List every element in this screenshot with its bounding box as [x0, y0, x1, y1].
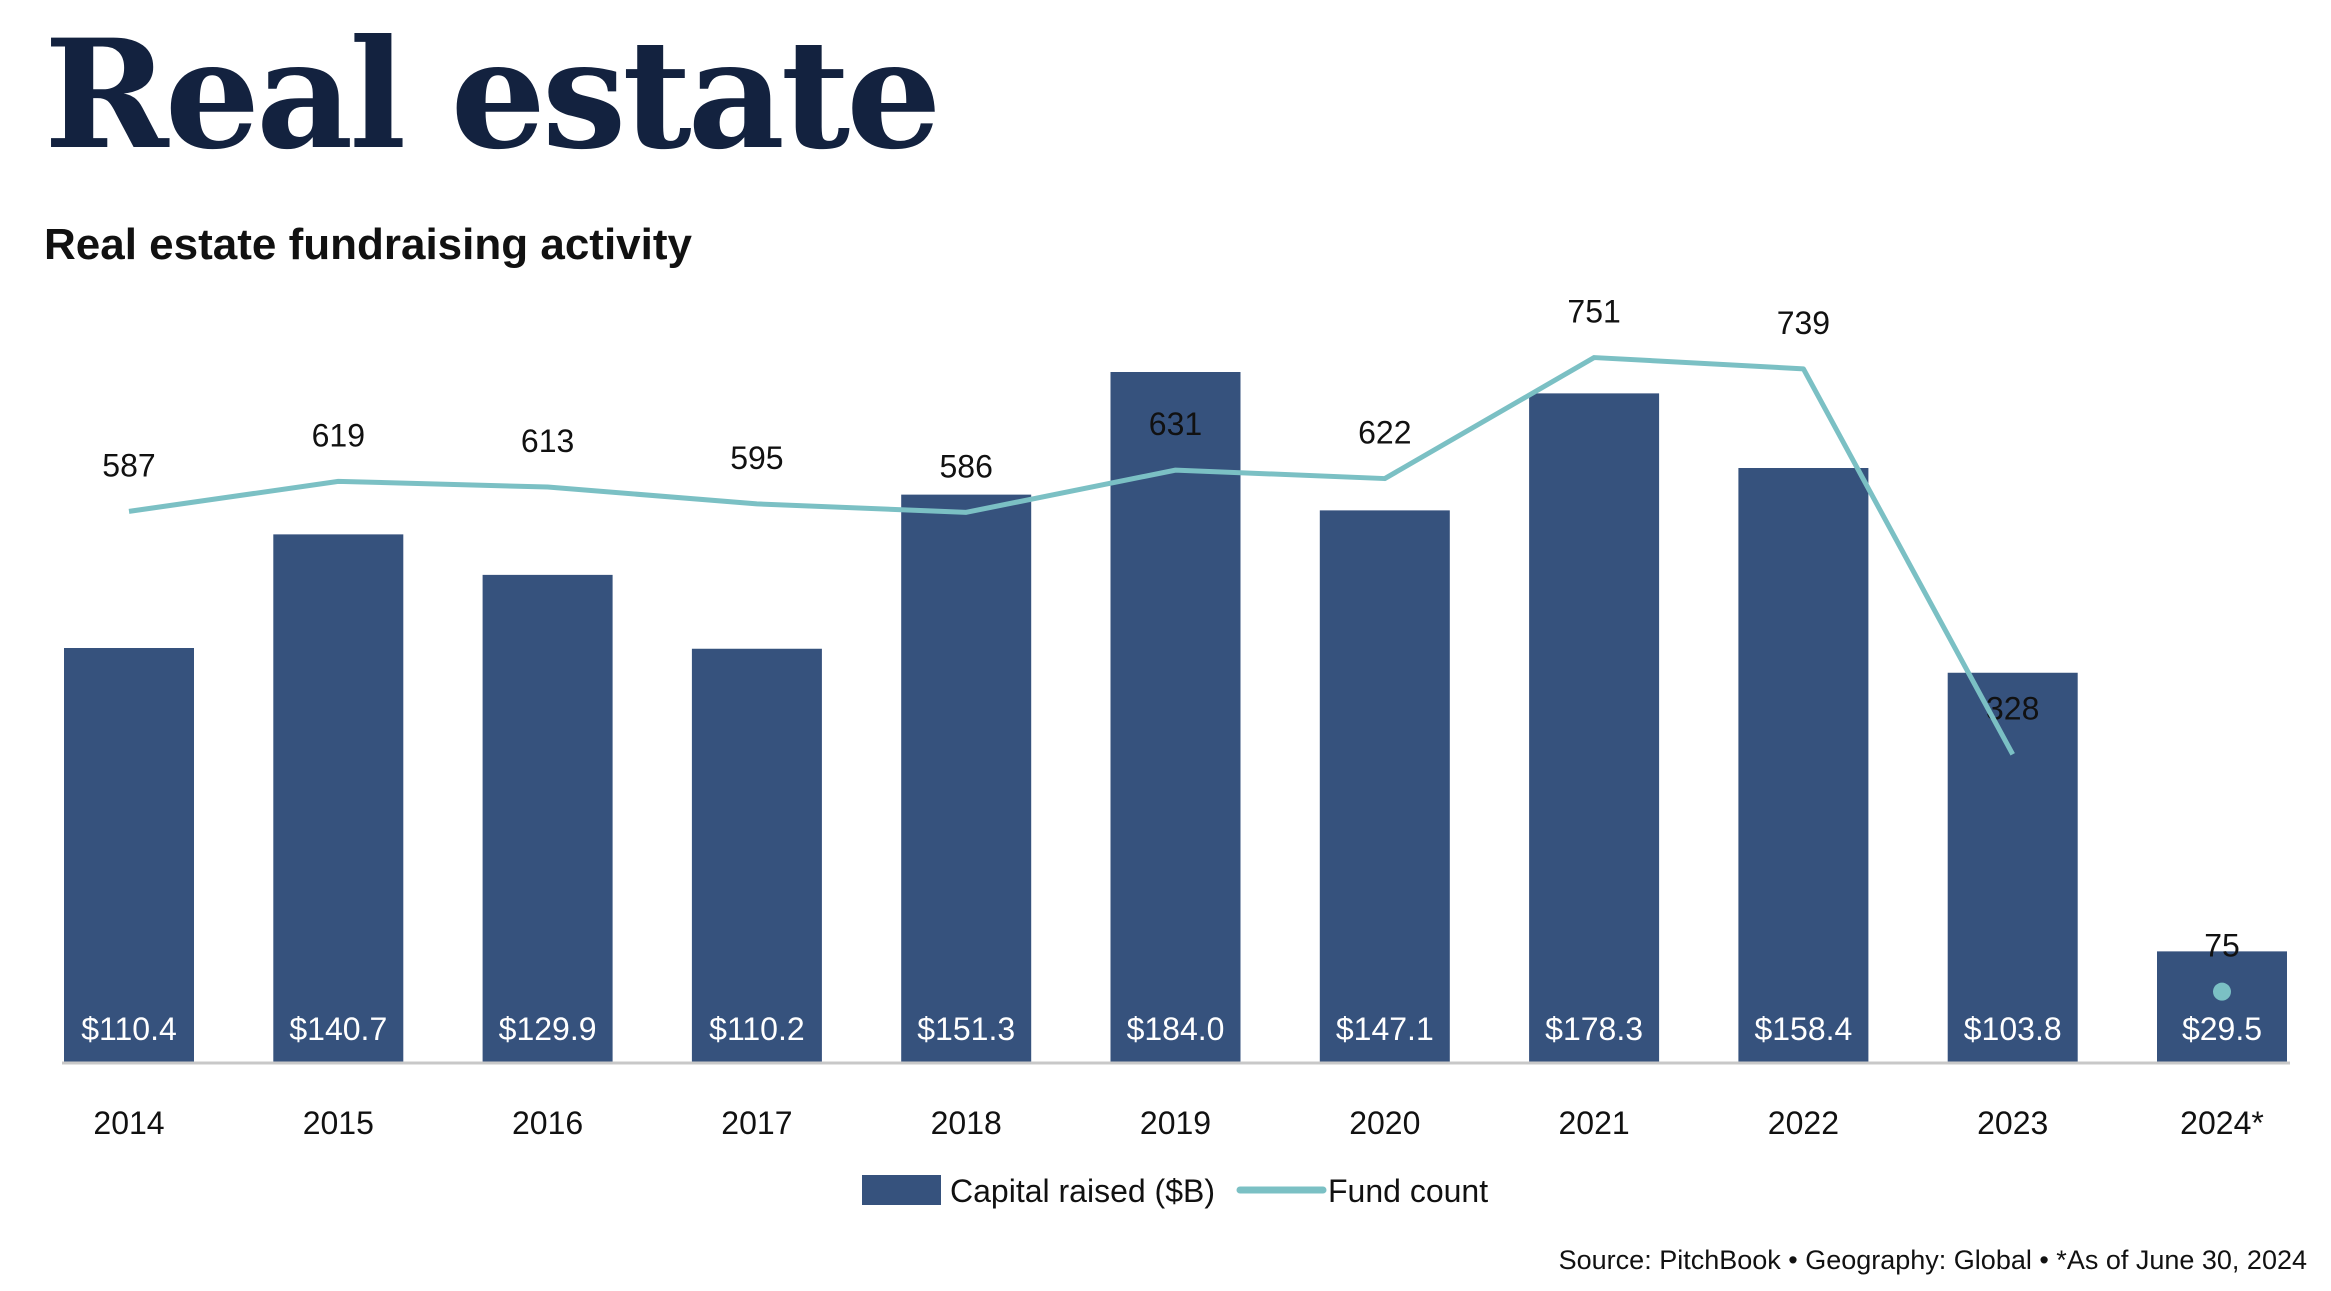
x-tick-label: 2017	[721, 1105, 792, 1141]
x-tick-label: 2024*	[2180, 1105, 2264, 1141]
bar-2018	[901, 494, 1032, 1062]
bar-2022	[1738, 468, 1869, 1062]
fund-count-line	[128, 355, 2015, 756]
bar-label: $110.4	[81, 1011, 177, 1047]
line-label: 619	[312, 417, 365, 453]
line-label: 739	[1777, 305, 1830, 341]
x-tick-label: 2014	[93, 1105, 164, 1141]
legend-bar-label: Capital raised ($B)	[950, 1173, 1215, 1209]
legend-bar-swatch	[862, 1175, 941, 1205]
bar-2021	[1529, 393, 1660, 1062]
bar-2024*	[2157, 951, 2287, 1062]
line-label: 631	[1149, 406, 1202, 442]
bar-label: $29.5	[2182, 1011, 2262, 1047]
bar-label: $147.1	[1336, 1011, 1434, 1047]
bar-label: $103.8	[1964, 1011, 2062, 1047]
bar-2020	[1319, 510, 1450, 1062]
bar-2017	[691, 648, 822, 1062]
bar-2015	[273, 534, 404, 1062]
line-label: 613	[521, 423, 574, 459]
chart-title: Real estate fundraising activity	[44, 220, 692, 269]
bar-label: $110.2	[709, 1011, 805, 1047]
line-point-2024*	[2213, 982, 2231, 1001]
line-label: 622	[1358, 415, 1411, 451]
line-label: 586	[940, 448, 993, 484]
bar-2016	[482, 574, 613, 1062]
bar-label: $129.9	[499, 1011, 597, 1047]
x-tick-label: 2019	[1140, 1105, 1211, 1141]
bar-label: $140.7	[289, 1011, 387, 1047]
legend-line-label: Fund count	[1328, 1173, 1488, 1209]
x-tick-label: 2015	[303, 1105, 374, 1141]
x-tick-label: 2021	[1559, 1105, 1630, 1141]
bar-label: $178.3	[1545, 1011, 1643, 1047]
bar-label: $158.4	[1754, 1011, 1852, 1047]
x-tick-label: 2020	[1349, 1105, 1420, 1141]
page-title: Real estate	[44, 7, 942, 183]
line-label: 595	[730, 440, 783, 476]
x-tick-label: 2018	[931, 1105, 1002, 1141]
bar-label: $184.0	[1127, 1011, 1225, 1047]
x-tick-label: 2022	[1768, 1105, 1839, 1141]
line-label: 587	[102, 447, 155, 483]
bar-2014	[64, 648, 194, 1062]
line-label: 75	[2204, 928, 2240, 964]
source-note: Source: PitchBook • Geography: Global • …	[1558, 1245, 2307, 1275]
bar-2023	[1947, 672, 2078, 1062]
bar-label: $151.3	[917, 1011, 1015, 1047]
x-tick-label: 2016	[512, 1105, 583, 1141]
x-tick-label: 2023	[1977, 1105, 2048, 1141]
line-label: 751	[1567, 294, 1620, 330]
bar-2019	[1110, 372, 1241, 1062]
